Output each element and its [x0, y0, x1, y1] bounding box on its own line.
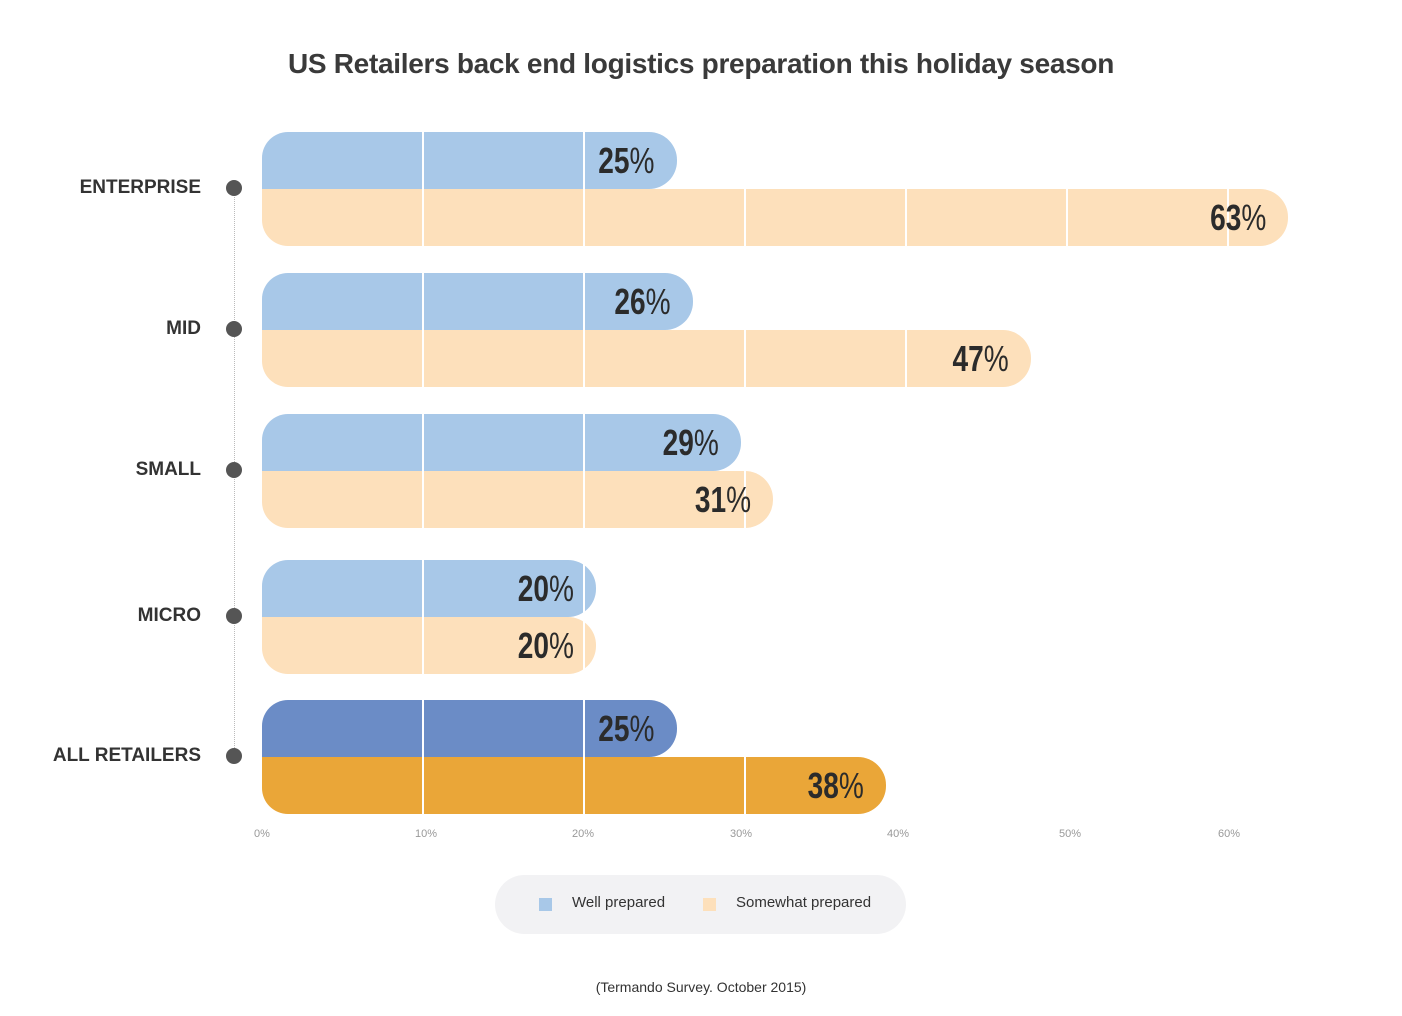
x-tick-label: 50%	[1058, 828, 1082, 840]
legend-swatch-somewhat-prepared	[703, 898, 716, 911]
category-marker-micro	[226, 608, 242, 624]
value-label-enterprise-somewhat-prepared: 63%	[1210, 196, 1267, 238]
category-marker-mid	[226, 321, 242, 337]
bar-small-somewhat-prepared	[262, 470, 774, 528]
x-tick-label: 60%	[1217, 828, 1241, 840]
category-label-micro: MICRO	[137, 605, 201, 626]
gridline-10	[422, 130, 424, 814]
bar-mid-somewhat-prepared	[262, 329, 1031, 387]
category-label-small: SMALL	[135, 459, 201, 480]
bar-mid-well-prepared	[262, 273, 693, 330]
value-label-enterprise-well-prepared: 25%	[598, 140, 655, 181]
chart-title: US Retailers back end logistics preparat…	[287, 48, 1115, 79]
x-tick-label: 10%	[414, 828, 438, 840]
x-tick-label: 30%	[729, 828, 753, 840]
value-label-mid-somewhat-prepared: 47%	[952, 337, 1009, 379]
value-label-all-retailers-somewhat-prepared: 38%	[807, 764, 864, 806]
source-note: (Termando Survey. October 2015)	[595, 979, 807, 995]
x-tick-label: 20%	[571, 828, 595, 840]
x-tick-label: 40%	[886, 828, 910, 840]
gridline-60	[1227, 130, 1229, 814]
value-label-small-well-prepared: 29%	[662, 422, 719, 463]
bar-enterprise-well-prepared	[262, 132, 677, 189]
bar-all-retailers-well-prepared	[262, 700, 677, 757]
value-label-micro-well-prepared: 20%	[517, 568, 574, 609]
gridline-20	[583, 130, 585, 814]
legend: Well prepared Somewhat prepared	[495, 875, 906, 934]
category-label-mid: MID	[166, 318, 201, 339]
category-label-enterprise: ENTERPRISE	[79, 177, 201, 198]
plot-area: ENTERPRISE MID SMALL MICRO ALL RETAILERS 25% 6…	[52, 130, 1289, 840]
legend-label-well-prepared: Well prepared	[572, 894, 666, 911]
x-tick-label: 0%	[254, 828, 270, 840]
category-label-all-retailers: ALL RETAILERS	[52, 745, 201, 766]
value-label-mid-well-prepared: 26%	[614, 281, 671, 322]
gridline-50	[1066, 130, 1068, 814]
bar-all-retailers-somewhat-prepared	[262, 756, 886, 814]
value-label-micro-somewhat-prepared: 20%	[517, 624, 574, 666]
category-marker-all-retailers	[226, 748, 242, 764]
category-marker-small	[226, 462, 242, 478]
bar-enterprise-somewhat-prepared	[262, 188, 1289, 246]
value-label-all-retailers-well-prepared: 25%	[598, 708, 655, 749]
bar-small-well-prepared	[262, 414, 741, 471]
gridline-40	[905, 130, 907, 814]
value-label-small-somewhat-prepared: 31%	[694, 478, 752, 520]
gridline-30	[744, 130, 746, 814]
bar-micro-well-prepared	[262, 560, 596, 617]
category-marker-enterprise	[226, 180, 242, 196]
bar-micro-somewhat-prepared	[262, 616, 596, 674]
legend-label-somewhat-prepared: Somewhat prepared	[736, 894, 872, 911]
legend-swatch-well-prepared	[539, 898, 552, 911]
